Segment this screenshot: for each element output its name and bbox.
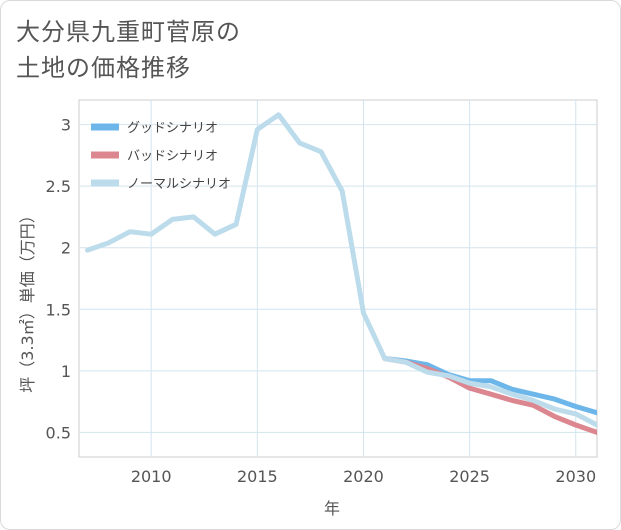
legend-label-normal: ノーマルシナリオ <box>127 177 231 192</box>
y-tick-label-3: 3 <box>61 116 71 135</box>
x-tick-labels: 2010 2015 2020 2025 2030 <box>131 467 596 486</box>
y-tick-label-0-5: 0.5 <box>46 423 71 442</box>
chart-title-line1: 大分県九重町菅原の <box>16 18 241 46</box>
x-tick-label-2015: 2015 <box>237 467 278 486</box>
x-tick-label-2030: 2030 <box>555 467 596 486</box>
y-tick-label-1: 1 <box>61 362 71 381</box>
x-gridlines <box>150 100 577 457</box>
series-line-normal <box>85 112 597 428</box>
x-tick-label-2010: 2010 <box>131 467 172 486</box>
y-tick-label-2: 2 <box>61 239 71 258</box>
x-axis-title: 年 <box>324 499 340 518</box>
y-axis-title: 坪（3.3㎡）単価（万円） <box>18 207 37 392</box>
y-tick-labels: 0.5 1 1.5 2 2.5 3 <box>46 116 71 443</box>
y-tick-label-2-5: 2.5 <box>46 177 71 196</box>
x-tick-label-2025: 2025 <box>449 467 490 486</box>
series-layer <box>85 112 597 435</box>
series-line-good <box>382 356 597 416</box>
chart-title-line2: 土地の価格推移 <box>16 54 191 82</box>
x-tick-label-2020: 2020 <box>343 467 384 486</box>
legend-label-bad: バッドシナリオ <box>127 149 218 164</box>
chart-title: 大分県九重町菅原の 土地の価格推移 <box>16 14 241 86</box>
y-tick-label-1-5: 1.5 <box>46 300 71 319</box>
legend-label-good: グッドシナリオ <box>127 121 218 136</box>
